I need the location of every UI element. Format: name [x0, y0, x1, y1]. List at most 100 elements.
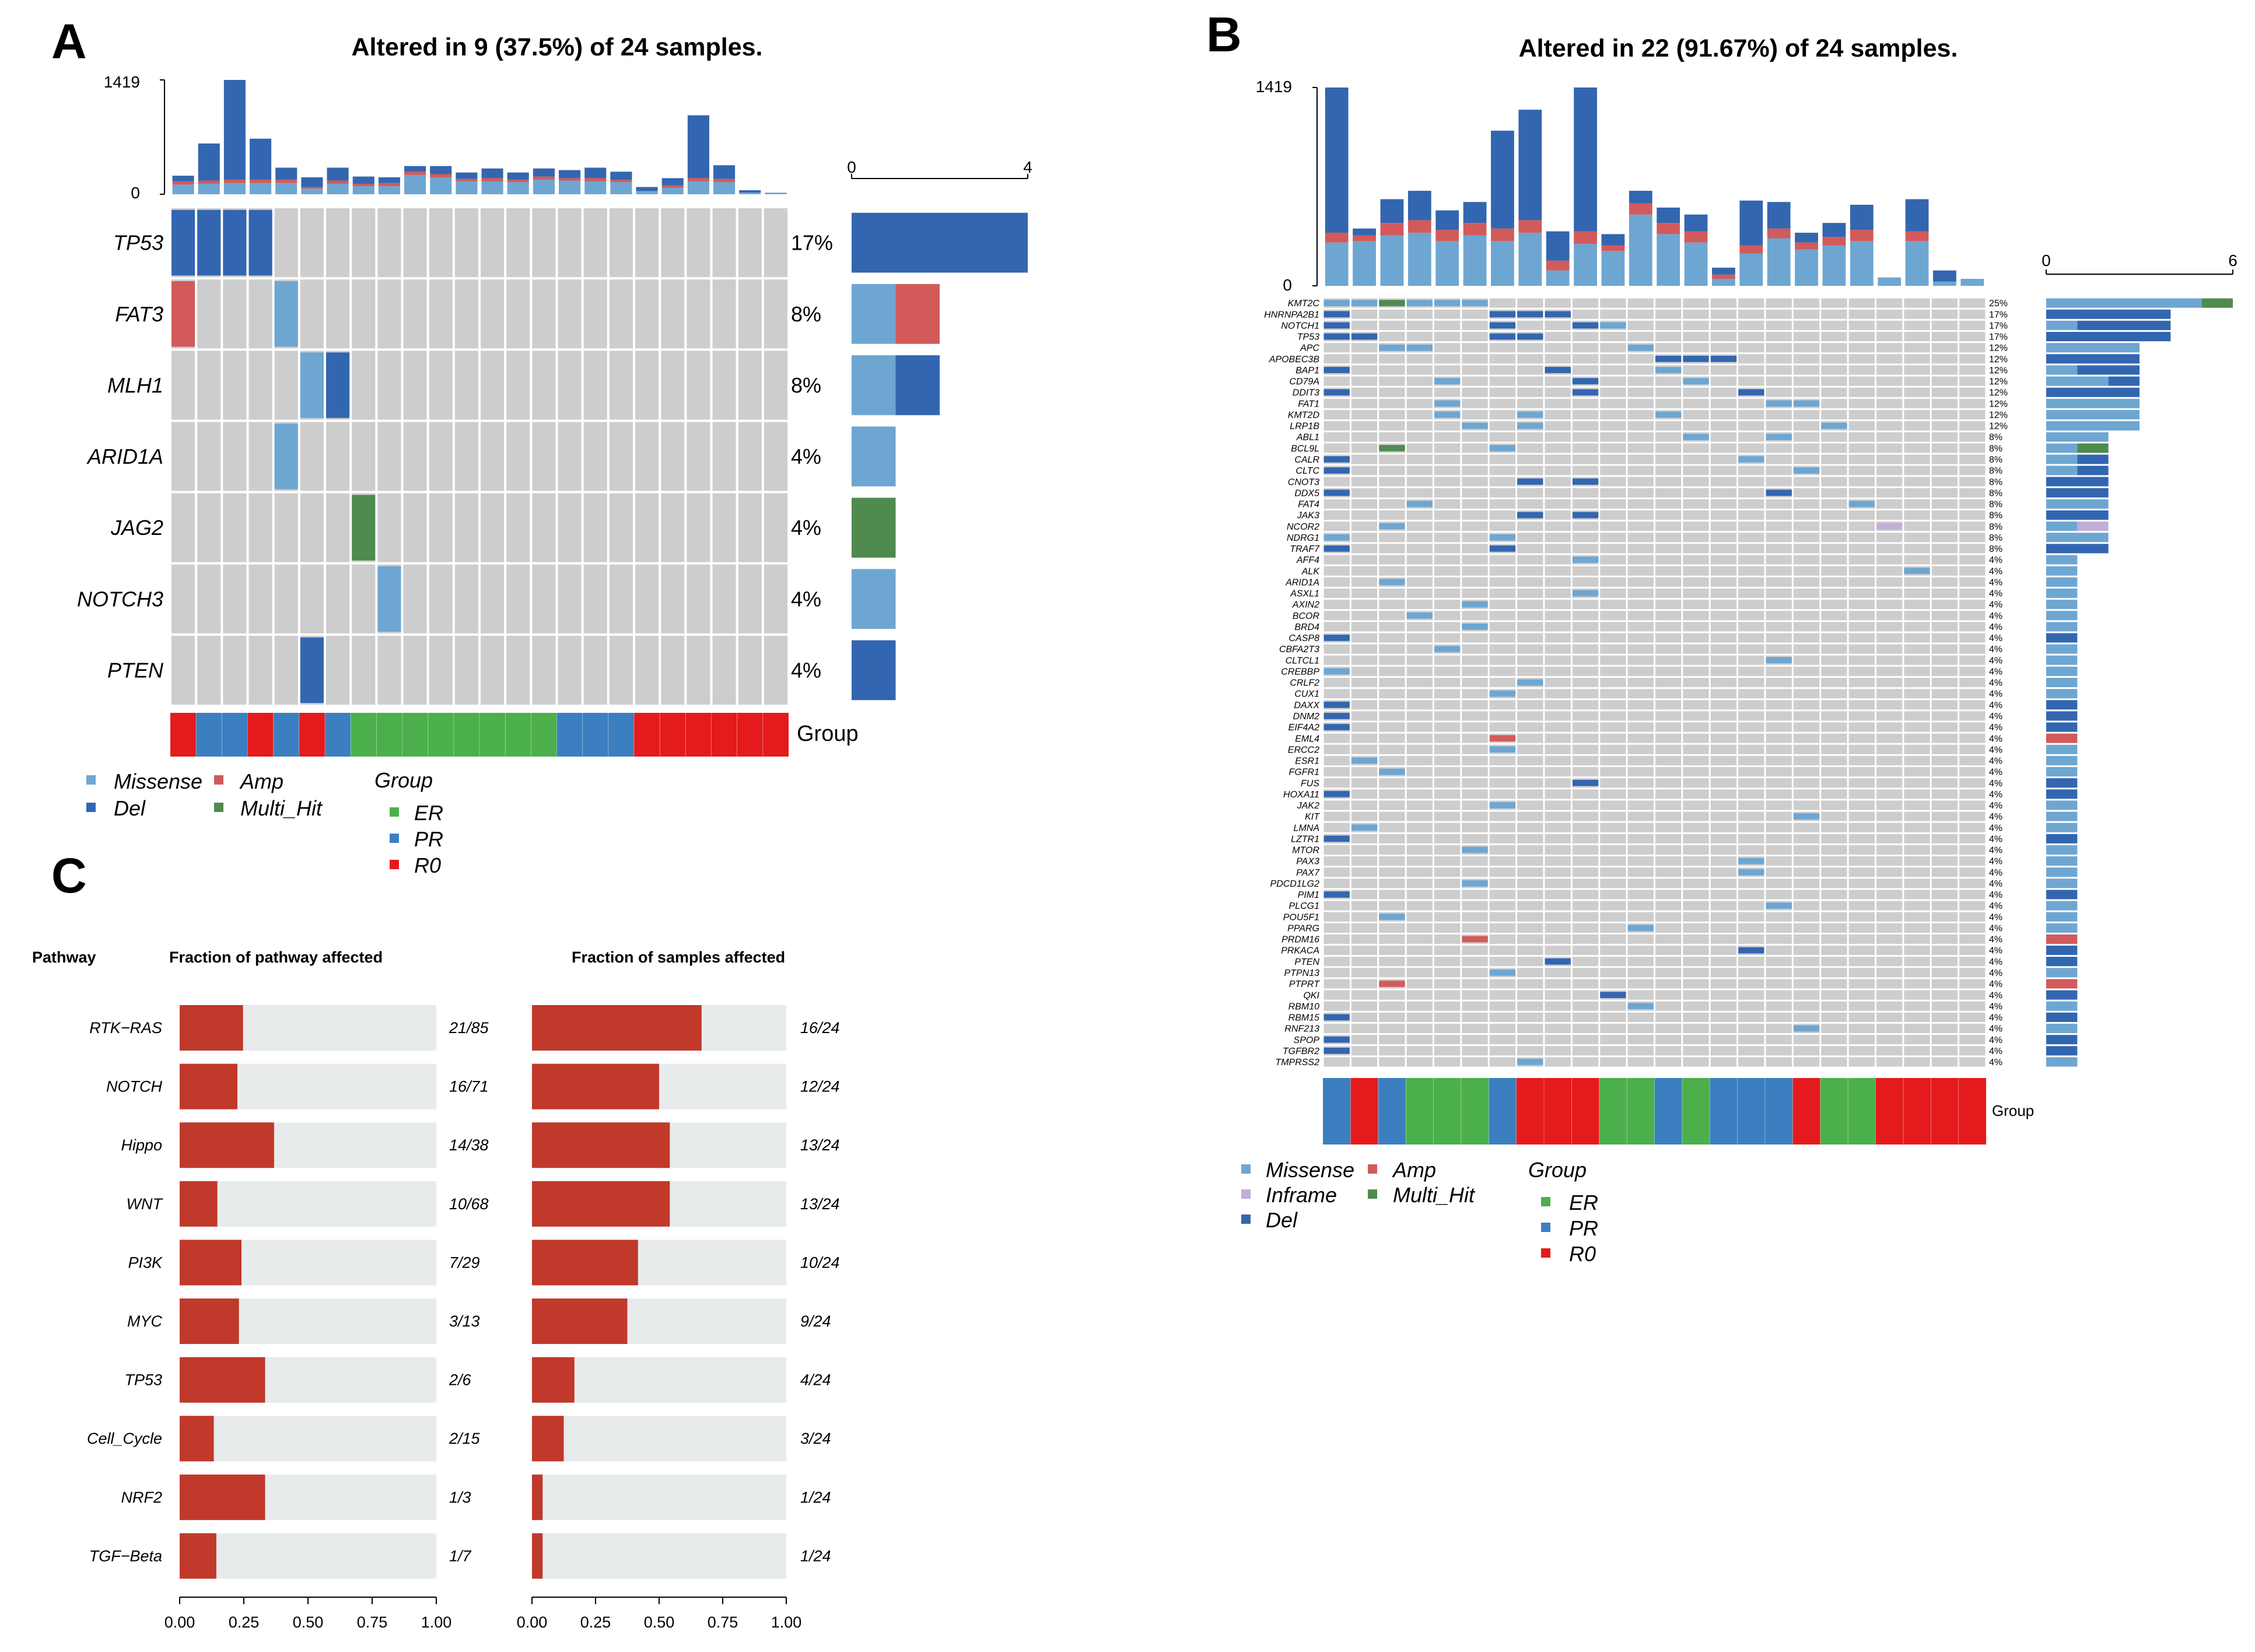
grid-cell	[1766, 555, 1792, 565]
group-cell-pr	[325, 713, 351, 757]
gene-pct-label: 4%	[1989, 1013, 2002, 1023]
tmb-bar-segment	[1657, 223, 1680, 235]
grid-cell	[1931, 766, 1958, 777]
gene-count-bar-missense	[2046, 566, 2078, 576]
grid-cell	[1545, 666, 1571, 676]
grid-cell	[1655, 499, 1682, 509]
grid-cell	[248, 422, 272, 491]
grid-cell	[1848, 755, 1875, 765]
grid-cell	[687, 279, 710, 349]
gene-label: BAP1	[1295, 366, 1319, 376]
pathway-bar	[180, 1240, 242, 1286]
grid-cell	[1489, 1023, 1516, 1034]
grid-cell	[1821, 890, 1847, 900]
mutation-cell-del	[1738, 947, 1764, 954]
grid-cell	[1904, 354, 1930, 364]
tmb-bar-segment	[713, 182, 736, 194]
grid-cell	[1600, 811, 1626, 821]
grid-cell	[1904, 387, 1930, 397]
grid-cell	[1710, 309, 1737, 319]
grid-cell	[1434, 566, 1461, 576]
grid-cell	[1821, 811, 1847, 821]
panel-a-side-max: 4	[1023, 158, 1032, 176]
grid-cell	[1738, 1012, 1764, 1022]
mutation-cell-missense	[1738, 869, 1764, 876]
tmb-bar-segment	[1407, 220, 1431, 233]
grid-cell	[1434, 923, 1461, 933]
grid-cell	[1821, 766, 1847, 777]
grid-cell	[1848, 466, 1875, 475]
pathway-label: WNT	[127, 1195, 164, 1213]
tmb-bar-segment	[1822, 223, 1846, 237]
grid-cell	[1462, 901, 1488, 911]
grid-cell	[1931, 555, 1958, 565]
grid-cell	[1848, 811, 1875, 821]
grid-cell	[1876, 1012, 1903, 1022]
grid-cell	[1406, 421, 1433, 431]
pathway-fraction-label: 1/7	[449, 1547, 472, 1564]
grid-cell	[429, 635, 453, 705]
gene-pct-label: 8%	[1989, 522, 2002, 532]
legend-a-missense: Missense	[114, 769, 202, 793]
grid-cell	[1600, 666, 1626, 676]
gene-count-bar-del	[2046, 990, 2078, 1000]
grid-cell	[1600, 744, 1626, 754]
grid-cell	[1489, 700, 1516, 710]
grid-cell	[1572, 354, 1599, 364]
grid-cell	[738, 564, 762, 634]
grid-cell	[1793, 309, 1820, 319]
grid-cell	[1545, 432, 1571, 442]
grid-cell	[1517, 298, 1543, 308]
grid-cell	[1406, 700, 1433, 710]
samples-bar	[532, 1181, 670, 1227]
grid-cell	[1793, 700, 1820, 710]
grid-cell	[1379, 968, 1405, 978]
tmb-bar-segment	[1574, 231, 1597, 244]
tmb-bar-segment	[1518, 110, 1542, 220]
grid-cell	[1738, 510, 1764, 520]
mutation-cell-del	[1766, 489, 1792, 496]
grid-cell	[223, 564, 247, 634]
tmb-bar-segment	[404, 166, 426, 172]
tmb-bar-segment	[507, 172, 529, 180]
gene-label: NCOR2	[1287, 522, 1319, 532]
grid-cell	[1821, 845, 1847, 855]
grid-cell	[1821, 1001, 1847, 1011]
grid-cell	[454, 493, 478, 562]
mutation-cell-missense	[300, 352, 324, 418]
grid-cell	[1627, 555, 1654, 565]
grid-cell	[1766, 600, 1792, 610]
mutation-cell-del	[197, 209, 221, 276]
grid-cell	[1683, 934, 1709, 944]
grid-cell	[1821, 755, 1847, 765]
grid-cell	[1434, 789, 1461, 799]
grid-cell	[1627, 800, 1654, 810]
grid-cell	[1848, 856, 1875, 866]
grid-cell	[1793, 611, 1820, 621]
grid-cell	[1821, 722, 1847, 732]
mutation-cell-missense	[1738, 456, 1764, 463]
grid-cell	[1710, 398, 1737, 408]
grid-cell	[687, 422, 710, 491]
grid-cell	[1655, 722, 1682, 732]
grid-cell	[1379, 622, 1405, 632]
grid-cell	[1323, 510, 1350, 520]
grid-cell	[300, 493, 324, 562]
grid-cell	[661, 208, 685, 278]
grid-cell	[1434, 1035, 1461, 1045]
grid-cell	[1848, 1046, 1875, 1056]
grid-cell	[1545, 1001, 1571, 1011]
grid-cell	[1876, 354, 1903, 364]
grid-cell	[1848, 566, 1875, 576]
grid-cell	[1710, 622, 1737, 632]
grid-cell	[197, 351, 221, 420]
tmb-bar-segment	[1684, 231, 1708, 243]
grid-cell	[1406, 410, 1433, 419]
grid-cell	[1517, 968, 1543, 978]
panel-c-header-right: Fraction of samples affected	[572, 949, 785, 966]
grid-cell	[1489, 298, 1516, 308]
grid-cell	[1959, 566, 1986, 576]
grid-cell	[1434, 488, 1461, 498]
grid-cell	[1683, 677, 1709, 688]
